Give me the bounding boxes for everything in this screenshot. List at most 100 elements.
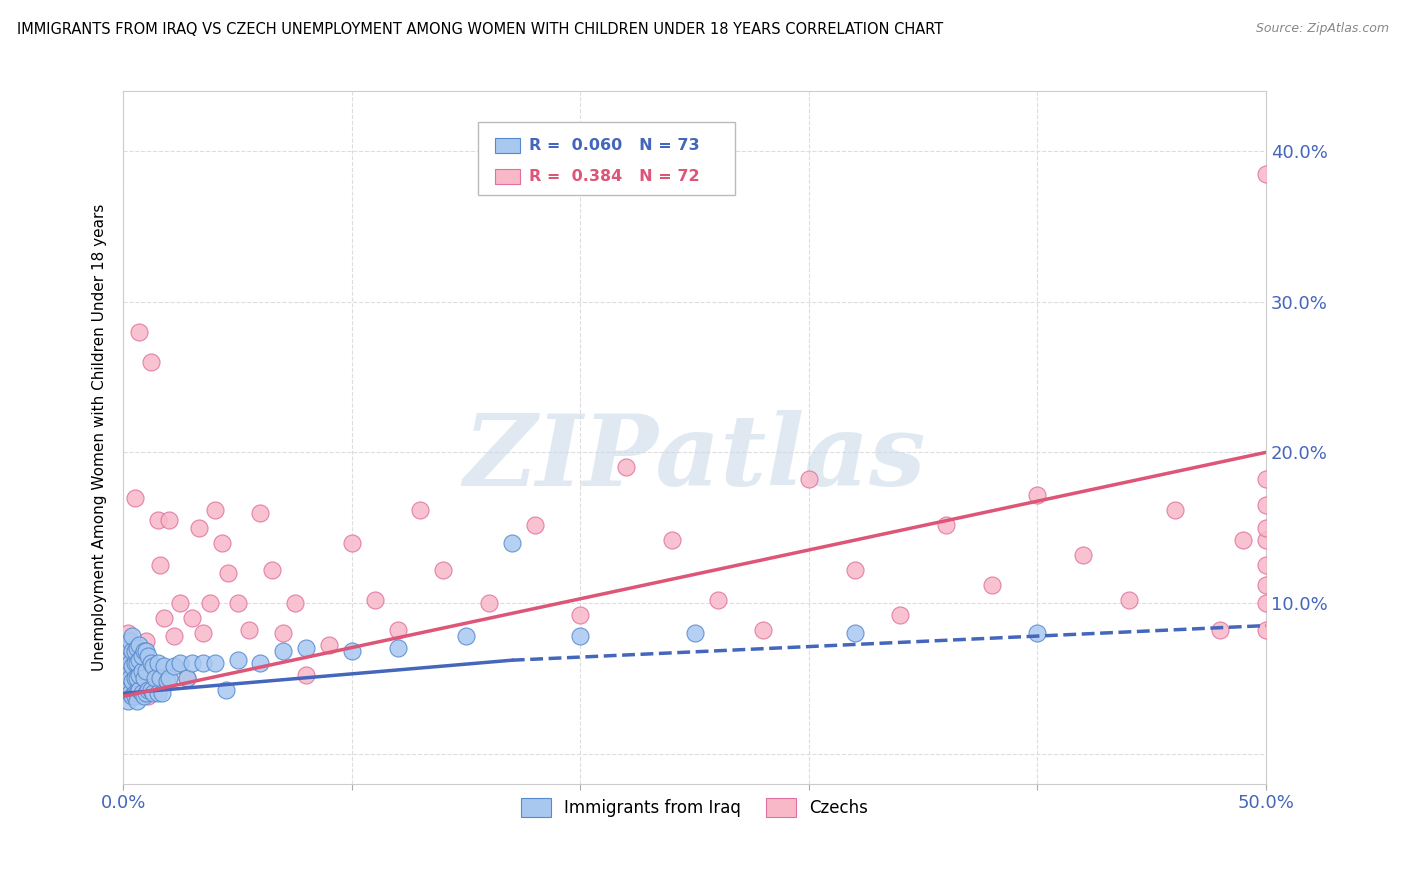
Point [1254,498,1277,512]
Point [121,674,143,689]
Point [114,686,136,700]
Point [117,679,139,693]
Point [117,648,139,663]
Point [139,683,162,698]
Point [135,633,157,648]
Point [121,671,143,685]
Point [120,657,142,671]
Point [146,657,169,671]
Point [180,657,202,671]
Point [125,683,148,698]
Point [180,611,202,625]
Point [125,641,148,656]
FancyBboxPatch shape [478,122,735,194]
Point [797,473,820,487]
Point [125,694,148,708]
Point [132,690,155,704]
Point [363,593,385,607]
Point [569,607,592,622]
Point [1254,167,1277,181]
Point [260,563,283,577]
Point [149,671,172,685]
Point [193,626,215,640]
Point [187,521,209,535]
Point [271,626,294,640]
Point [752,623,775,637]
Point [142,659,165,673]
Point [131,664,153,678]
Point [980,578,1002,592]
Point [121,657,143,671]
Point [139,657,162,671]
Point [131,648,153,663]
Point [124,491,146,505]
Point [124,671,146,685]
Point [124,690,146,704]
Point [117,671,139,685]
Point [844,563,866,577]
Point [162,629,184,643]
Point [132,644,155,658]
Text: Source: ZipAtlas.com: Source: ZipAtlas.com [1256,22,1389,36]
Point [162,659,184,673]
Point [124,657,146,671]
Bar [495,137,520,153]
Point [569,629,592,643]
Point [124,644,146,658]
Point [135,644,157,658]
Point [149,558,172,573]
Point [128,668,150,682]
Point [157,513,180,527]
Point [1254,473,1277,487]
Point [1254,558,1277,573]
Point [215,683,238,698]
Point [706,593,728,607]
Point [120,633,142,648]
Point [120,641,142,656]
Point [142,674,165,689]
Point [114,657,136,671]
Point [131,686,153,700]
Point [204,502,226,516]
Point [128,653,150,667]
Y-axis label: Unemployment Among Women with Children Under 18 years: Unemployment Among Women with Children U… [93,203,107,671]
Point [614,460,637,475]
Point [117,626,139,640]
Point [1071,548,1094,562]
Point [120,686,142,700]
Point [157,671,180,685]
Point [121,629,143,643]
Point [226,653,249,667]
Point [1254,578,1277,592]
Point [295,668,318,682]
Point [139,355,162,369]
Point [117,664,139,678]
Point [238,623,260,637]
Point [889,607,911,622]
Point [226,596,249,610]
Point [142,686,165,700]
Point [1232,533,1254,547]
Point [143,671,166,685]
Point [146,686,169,700]
Point [117,694,139,708]
Point [1254,623,1277,637]
Point [135,664,157,678]
Point [135,686,157,700]
Point [169,596,191,610]
Point [284,596,307,610]
Point [132,674,155,689]
Point [271,644,294,658]
Point [387,641,409,656]
Point [1254,533,1277,547]
Point [125,657,148,671]
Point [114,657,136,671]
Point [387,623,409,637]
Point [121,659,143,673]
Point [204,657,226,671]
Point [1026,487,1049,501]
Point [1026,626,1049,640]
Point [124,686,146,700]
Point [128,638,150,652]
Point [120,686,142,700]
